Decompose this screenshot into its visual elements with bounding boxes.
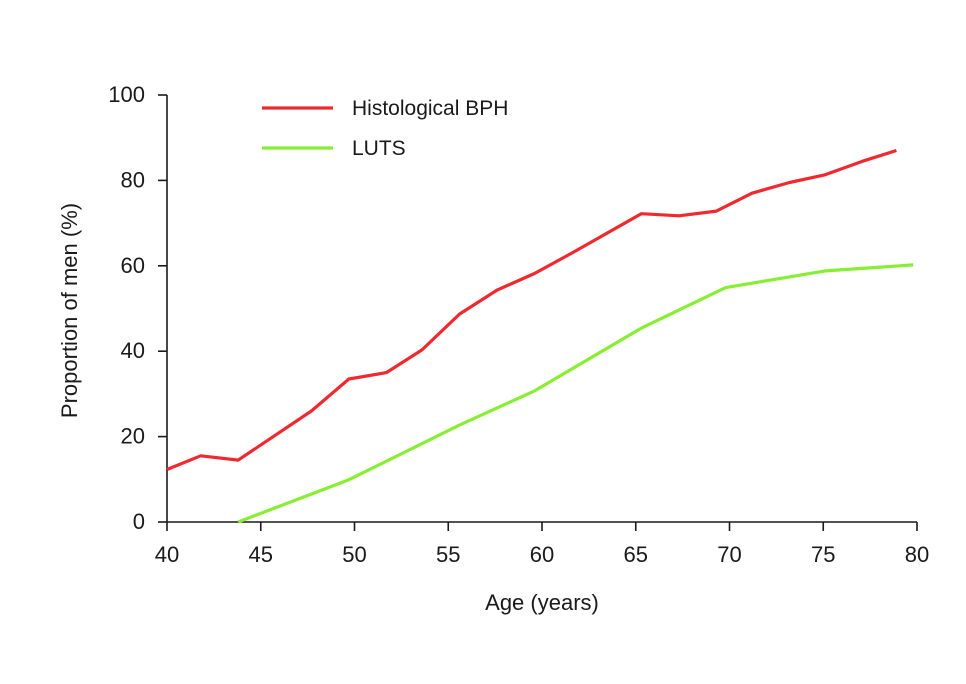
x-tick-label: 80 [905, 542, 929, 567]
series-layer [166, 148, 914, 524]
series-line-histological-bph [166, 148, 897, 471]
x-tick-label: 70 [717, 542, 741, 567]
x-tick-label: 65 [624, 542, 648, 567]
x-ticks: 40 45 50 55 60 65 70 75 80 [155, 522, 929, 567]
y-tick-label: 80 [121, 167, 145, 192]
legend-label: LUTS [352, 137, 406, 160]
y-tick-label: 60 [121, 253, 145, 278]
y-tick-label: 40 [121, 338, 145, 363]
x-tick-label: 75 [811, 542, 835, 567]
legend: Histological BPH LUTS [262, 97, 508, 160]
x-tick-label: 40 [155, 542, 179, 567]
x-tick-label: 45 [249, 542, 273, 567]
x-tick-label: 55 [436, 542, 460, 567]
y-ticks: 0 20 40 60 80 100 [108, 82, 167, 534]
x-tick-label: 50 [342, 542, 366, 567]
y-tick-label: 20 [121, 424, 145, 449]
axes [166, 95, 917, 523]
legend-label: Histological BPH [352, 97, 508, 120]
x-axis-title: Age (years) [485, 590, 599, 615]
series-line-luts [237, 263, 914, 524]
y-tick-label: 0 [133, 509, 145, 534]
y-axis-title: Proportion of men (%) [57, 203, 82, 418]
y-tick-label: 100 [108, 82, 145, 107]
x-tick-label: 60 [530, 542, 554, 567]
